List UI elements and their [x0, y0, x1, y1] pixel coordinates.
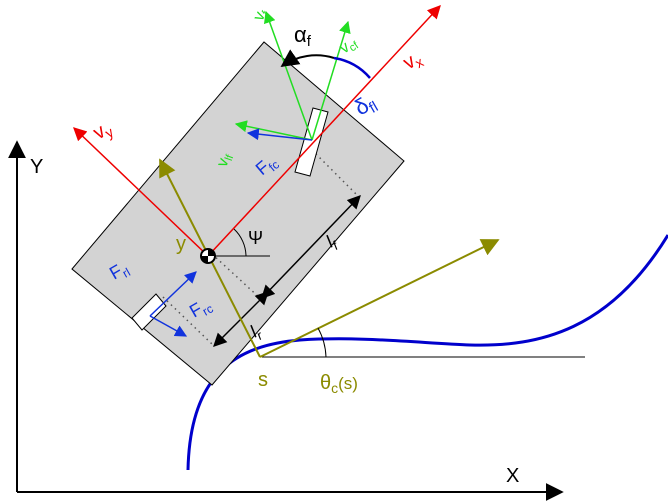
vehicle-body [71, 41, 405, 386]
s-label: s [258, 369, 268, 391]
center-of-gravity-symbol [200, 248, 216, 264]
frc-arrow [149, 315, 188, 337]
path-tangent-arrow [259, 239, 500, 358]
dotted-rear-line [162, 296, 214, 346]
psi-label: Ψ [248, 228, 263, 248]
y-axis-label: Y [30, 156, 43, 178]
front-wheel [294, 107, 329, 177]
vy-label: vy [90, 117, 117, 146]
delta-fl-label: δfl [350, 89, 381, 123]
vcf-arrow [311, 20, 351, 141]
theta-label: θc(s) [320, 372, 358, 396]
vcf-label: vcf [337, 33, 362, 59]
y-offset-label: y [176, 233, 186, 255]
vx-label: vx [400, 47, 427, 76]
dotted-cg-line [211, 253, 263, 301]
frl-arrow [149, 271, 197, 317]
vf-arrow [264, 10, 313, 141]
alpha-f-label: αf [294, 22, 312, 50]
psi-angle-arc [233, 228, 247, 257]
alpha-angle-arc [280, 49, 335, 68]
vy-axis-arrow [73, 127, 209, 257]
ffc-arrow [246, 128, 313, 141]
delta-angle-arc [333, 56, 371, 79]
rear-wheel [131, 293, 167, 331]
theta-angle-arc [317, 327, 327, 358]
vlf-arrow [234, 120, 313, 141]
lf-dimension-arrow [261, 195, 361, 299]
vx-axis-arrow [207, 5, 441, 257]
x-axis-label: X [506, 465, 519, 487]
